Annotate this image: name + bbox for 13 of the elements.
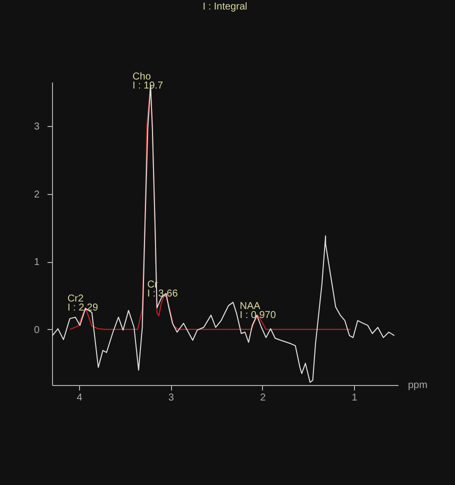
x-tick-label: 4: [76, 392, 83, 404]
x-tick-label: 1: [352, 392, 358, 404]
annotation: Cr2 I : 2.29: [67, 294, 98, 314]
y-tick-label: 3: [34, 122, 40, 133]
x-tick-label: 3: [168, 392, 174, 404]
y-tick-label: 1: [34, 257, 40, 268]
x-tick-label: 2: [260, 392, 266, 404]
x-axis-title: ppm: [408, 380, 428, 391]
annotation: Cho I : 19.7: [132, 71, 164, 92]
annotation: NAA I : 0.970: [240, 301, 276, 322]
y-tick-label: 0: [34, 324, 40, 336]
chart-title: I : Integral: [202, 1, 248, 12]
y-tick-label: 2: [34, 189, 40, 200]
